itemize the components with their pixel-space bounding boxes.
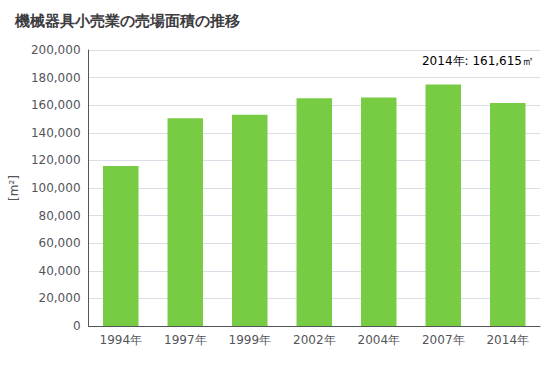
svg-text:1994年: 1994年 <box>99 333 142 347</box>
svg-text:200,000: 200,000 <box>31 43 81 57</box>
svg-text:140,000: 140,000 <box>31 126 81 140</box>
svg-text:1999年: 1999年 <box>228 333 271 347</box>
svg-text:2002年: 2002年 <box>293 333 336 347</box>
svg-text:2014年: 161,615㎡: 2014年: 161,615㎡ <box>422 54 534 68</box>
svg-text:機械器具小売業の売場面積の推移: 機械器具小売業の売場面積の推移 <box>14 12 240 30</box>
svg-text:2014年: 2014年 <box>486 333 529 347</box>
svg-text:0: 0 <box>73 319 81 333</box>
svg-text:60,000: 60,000 <box>39 236 81 250</box>
svg-text:[m²]: [m²] <box>7 175 21 201</box>
svg-text:2004年: 2004年 <box>357 333 400 347</box>
svg-text:160,000: 160,000 <box>31 98 81 112</box>
svg-text:1997年: 1997年 <box>164 333 207 347</box>
svg-text:180,000: 180,000 <box>31 71 81 85</box>
svg-text:20,000: 20,000 <box>39 291 81 305</box>
svg-text:100,000: 100,000 <box>31 181 81 195</box>
svg-text:80,000: 80,000 <box>39 209 81 223</box>
svg-text:40,000: 40,000 <box>39 264 81 278</box>
svg-text:2007年: 2007年 <box>422 333 465 347</box>
svg-text:120,000: 120,000 <box>31 153 81 167</box>
